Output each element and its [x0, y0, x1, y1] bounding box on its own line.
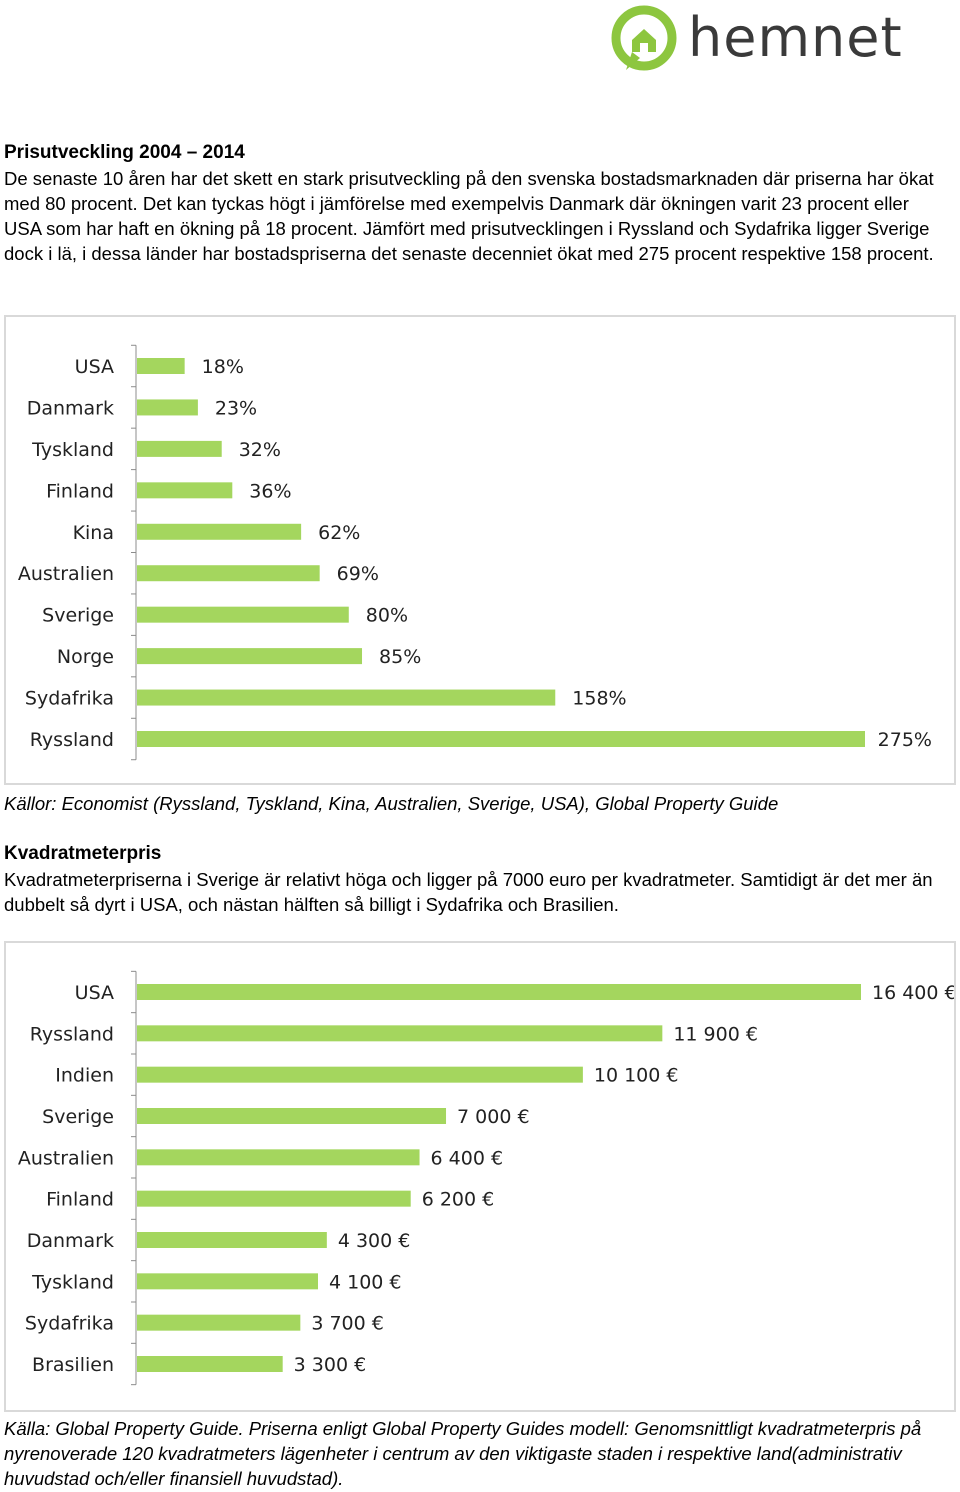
growth-bar-ryssland — [137, 731, 865, 747]
growth-bar-tyskland — [137, 440, 222, 457]
sqm-value-label: 11 900 € — [673, 1023, 758, 1045]
sqm-bar-indien — [137, 1066, 583, 1083]
growth-value-label: 36% — [249, 480, 291, 502]
sqm-category-label: Brasilien — [32, 1354, 114, 1376]
growth-value-label: 85% — [379, 646, 421, 668]
source-note-kvadratmeterpris: Källa: Global Property Guide. Priserna e… — [4, 1418, 922, 1489]
sqm-value-label: 16 400 € — [872, 982, 954, 1004]
growth-value-label: 18% — [202, 356, 244, 378]
growth-bar-sverige — [137, 606, 349, 623]
sqm-bar-tyskland — [137, 1273, 318, 1290]
growth-bar-sydafrika — [137, 689, 556, 706]
sqm-value-label: 7 000 € — [457, 1106, 530, 1128]
growth-category-label: Finland — [46, 480, 114, 502]
sqm-category-label: Ryssland — [30, 1023, 114, 1045]
section-body-prisutveckling: De senaste 10 åren har det skett en star… — [4, 168, 934, 264]
sqm-bar-danmark — [137, 1232, 327, 1248]
price-growth-chart-svg: USA 18% Danmark 23% Tyskland 32% Finland 36% Kin… — [18, 344, 932, 761]
growth-category-label: USA — [75, 356, 114, 378]
sqm-bar-brasilien — [137, 1356, 283, 1372]
sqm-value-label: 10 100 € — [594, 1065, 679, 1087]
growth-bar-usa — [137, 358, 185, 374]
growth-category-label: Danmark — [27, 397, 114, 419]
growth-bar-norge — [137, 648, 363, 665]
price-per-sqm-chart-svg: USA 16 400 € Ryssland 11 900 € Indien 10 100 … — [18, 970, 954, 1386]
sqm-category-label: Danmark — [27, 1230, 114, 1252]
sqm-value-label: 6 400 € — [431, 1147, 504, 1169]
growth-bar-finland — [137, 482, 233, 499]
growth-value-label: 69% — [337, 563, 379, 585]
growth-value-label: 275% — [878, 729, 932, 751]
sqm-category-label: Tyskland — [31, 1271, 114, 1293]
section-title-prisutveckling: Prisutveckling 2004 – 2014 — [4, 142, 245, 163]
growth-category-label: Sydafrika — [25, 688, 114, 710]
section-body-kvadratmeterpris: Kvadratmeterpriserna i Sverige är relati… — [4, 869, 933, 915]
sqm-bar-finland — [137, 1190, 411, 1207]
sqm-category-label: Australien — [18, 1147, 114, 1169]
hemnet-logo: hemnet — [606, 2, 906, 78]
growth-value-label: 80% — [366, 605, 408, 627]
sqm-value-label: 3 300 € — [294, 1354, 367, 1376]
sqm-value-label: 4 100 € — [329, 1271, 402, 1293]
source-note-prisutveckling: Källor: Economist (Ryssland, Tyskland, K… — [4, 793, 779, 814]
sqm-bar-australien — [137, 1149, 420, 1166]
growth-value-label: 62% — [318, 522, 360, 544]
growth-category-label: Sverige — [42, 605, 114, 627]
price-per-sqm-chart: USA 16 400 € Ryssland 11 900 € Indien 10 100 … — [4, 941, 956, 1412]
growth-category-label: Australien — [18, 563, 114, 585]
sqm-bar-usa — [137, 984, 861, 1000]
sqm-category-label: Finland — [46, 1189, 114, 1211]
growth-bar-danmark — [137, 399, 198, 416]
growth-category-label: Norge — [57, 646, 114, 668]
growth-category-label: Ryssland — [30, 729, 114, 751]
sqm-bar-sydafrika — [137, 1314, 301, 1331]
sqm-category-label: Indien — [55, 1065, 114, 1087]
sqm-bar-sverige — [137, 1108, 447, 1124]
sqm-bar-ryssland — [137, 1025, 663, 1042]
house-pin-icon — [611, 5, 677, 71]
sqm-category-label: Sverige — [42, 1106, 114, 1128]
brand-name: hemnet — [688, 6, 903, 69]
growth-value-label: 23% — [215, 397, 257, 419]
section-title-kvadratmeterpris: Kvadratmeterpris — [4, 843, 162, 864]
sqm-category-label: USA — [75, 982, 114, 1004]
sqm-value-label: 3 700 € — [311, 1313, 384, 1335]
growth-value-label: 158% — [572, 688, 626, 710]
sqm-value-label: 4 300 € — [338, 1230, 411, 1252]
growth-category-label: Tyskland — [31, 439, 114, 461]
sqm-category-label: Sydafrika — [25, 1313, 114, 1335]
sqm-value-label: 6 200 € — [422, 1189, 495, 1211]
growth-bar-australien — [137, 565, 320, 582]
price-growth-chart: USA 18% Danmark 23% Tyskland 32% Finland 36% Kin… — [4, 315, 956, 785]
growth-value-label: 32% — [239, 439, 281, 461]
growth-category-label: Kina — [73, 522, 114, 544]
growth-bar-kina — [137, 523, 302, 540]
